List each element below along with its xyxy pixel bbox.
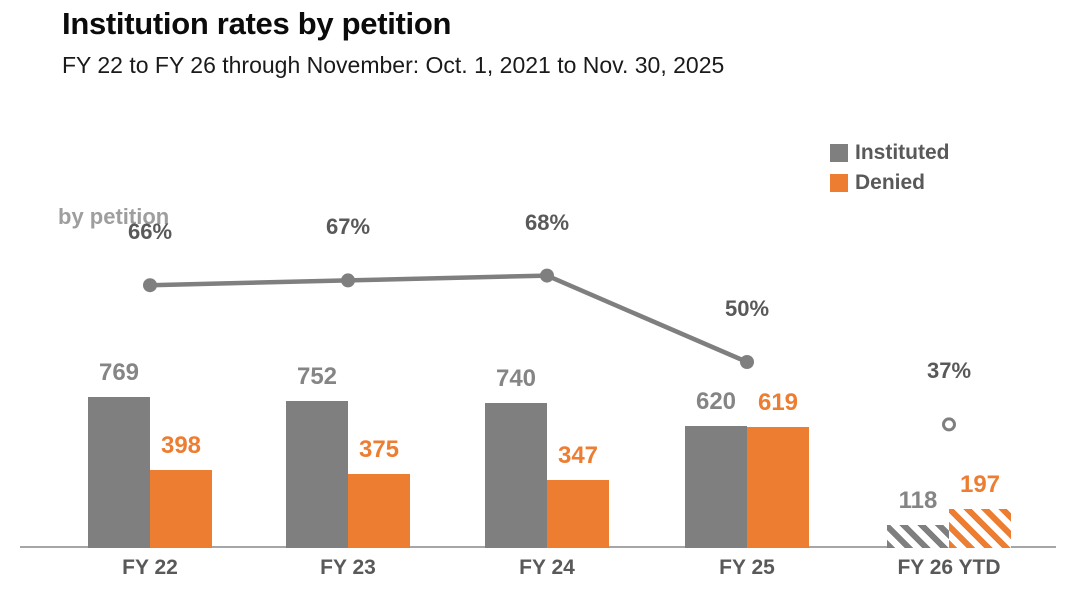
rate-percent-label: 37% (926, 358, 972, 384)
instituted-swatch-icon (830, 144, 848, 162)
x-axis-tick-label: FY 23 (320, 556, 376, 579)
denied-value-label: 398 (160, 432, 202, 459)
denied-swatch-icon (830, 174, 848, 192)
legend-item-denied: Denied (830, 168, 950, 198)
instituted-value-label: 740 (495, 365, 537, 392)
x-axis-tick-label: FY 25 (719, 556, 775, 579)
rate-percent-label: 50% (724, 296, 770, 321)
denied-value-label: 619 (757, 389, 799, 416)
legend-item-instituted: Instituted (830, 138, 950, 168)
rate-percent-label: 68% (524, 209, 570, 235)
denied-value-label: 197 (959, 471, 1001, 498)
bar-denied (949, 509, 1011, 548)
rate-marker (740, 355, 754, 369)
rate-marker (341, 273, 355, 288)
bar-denied (150, 470, 212, 548)
chart-title: Institution rates by petition (62, 6, 452, 41)
bar-denied (547, 480, 609, 548)
x-axis-tick-label: FY 26 YTD (897, 556, 1001, 579)
bar-denied (348, 474, 410, 548)
rate-percent-label: 66% (127, 219, 173, 245)
denied-value-label: 375 (358, 436, 400, 463)
bar-instituted (685, 426, 747, 548)
line-series-label: by petition (58, 204, 170, 229)
bar-denied (747, 427, 809, 548)
instituted-value-label: 752 (296, 363, 338, 390)
instituted-value-label: 620 (695, 388, 737, 415)
chart-subtitle: FY 22 to FY 26 through November: Oct. 1,… (62, 52, 725, 78)
denied-value-label: 347 (557, 442, 599, 469)
legend-label-denied: Denied (855, 171, 926, 194)
x-axis-tick-label: FY 24 (519, 556, 575, 579)
bar-instituted (88, 397, 150, 548)
rate-percent-label: 67% (325, 214, 371, 240)
rate-marker (143, 278, 157, 293)
rate-marker (540, 268, 554, 283)
bar-instituted (286, 401, 348, 548)
instituted-value-label: 769 (98, 359, 140, 386)
bar-instituted (887, 525, 949, 548)
legend-label-instituted: Instituted (855, 141, 950, 164)
bar-instituted (485, 403, 547, 548)
x-axis-tick-label: FY 22 (122, 556, 178, 579)
instituted-value-label: 118 (898, 487, 938, 514)
legend: Instituted Denied (830, 138, 950, 198)
rate-open-marker (942, 417, 956, 432)
